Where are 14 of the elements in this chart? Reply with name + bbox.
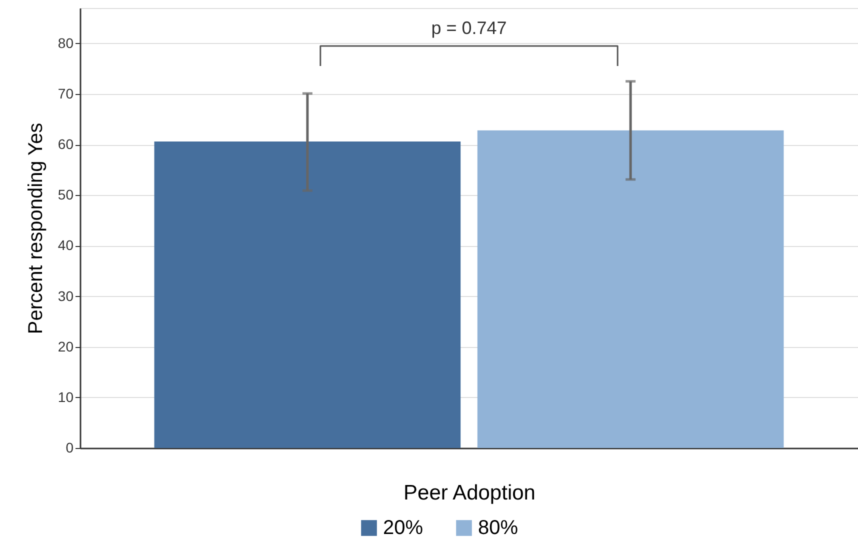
legend-label: 80% — [478, 517, 518, 539]
y-tick-label: 30 — [58, 288, 74, 304]
y-tick-label: 70 — [58, 85, 74, 102]
legend-label: 20% — [383, 517, 424, 539]
y-tick-label: 0 — [66, 440, 74, 456]
annotation: p = 0.747 — [431, 18, 507, 38]
y-tick-label: 50 — [58, 186, 74, 203]
y-tick-label: 80 — [58, 34, 74, 51]
y-tick-label: 60 — [58, 136, 74, 152]
y-tick-label: 40 — [58, 237, 74, 254]
x-axis-title: Peer Adoption — [404, 482, 536, 504]
y-tick-label: 20 — [58, 338, 74, 354]
y-tick-label: 10 — [58, 388, 74, 405]
y-axis-title: Percent responding Yes — [24, 122, 47, 334]
